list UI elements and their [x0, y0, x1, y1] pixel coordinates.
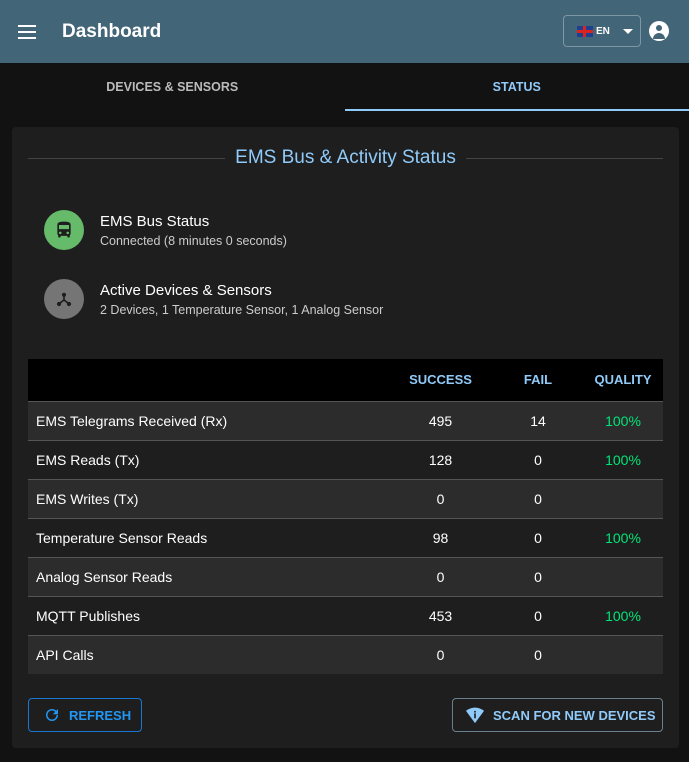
success-count: 0	[388, 478, 493, 518]
row-label: EMS Telegrams Received (Rx)	[28, 400, 388, 440]
card-title: EMS Bus & Activity Status	[28, 147, 663, 169]
refresh-icon	[46, 709, 58, 721]
table-row: Temperature Sensor Reads 98 0 100%	[28, 517, 663, 557]
language-select[interactable]: EN	[563, 15, 641, 47]
active-devices-value: 2 Devices, 1 Temperature Sensor, 1 Analo…	[100, 302, 384, 317]
refresh-label: REFRESH	[69, 707, 132, 723]
wifi-info-icon	[466, 707, 484, 724]
success-count: 453	[388, 595, 493, 635]
scan-label: SCAN FOR NEW DEVICES	[493, 707, 656, 723]
quality-value	[583, 556, 663, 596]
success-count: 98	[388, 517, 493, 557]
language-label: EN	[596, 25, 610, 37]
fail-count: 0	[493, 556, 583, 596]
status-card: EMS Bus & Activity Status EMS Bus Status…	[12, 127, 679, 748]
quality-value: 100%	[583, 400, 663, 440]
fail-count: 0	[493, 478, 583, 518]
fail-count: 0	[493, 439, 583, 479]
row-label: EMS Reads (Tx)	[28, 439, 388, 479]
tab-status[interactable]: STATUS	[344, 63, 689, 111]
account-icon[interactable]	[649, 21, 669, 41]
col-header-name	[28, 359, 388, 401]
device-hub-icon	[44, 279, 84, 319]
ems-bus-status: EMS Bus Status Connected (8 minutes 0 se…	[44, 210, 287, 250]
col-header-fail: FAIL	[493, 359, 583, 401]
bus-status-value: Connected (8 minutes 0 seconds)	[100, 233, 287, 248]
chevron-down-icon	[622, 28, 633, 34]
bus-status-title: EMS Bus Status	[100, 212, 210, 230]
quality-value	[583, 478, 663, 518]
success-count: 0	[388, 634, 493, 674]
table-row: EMS Telegrams Received (Rx) 495 14 100%	[28, 400, 663, 440]
page-title: Dashboard	[62, 20, 162, 42]
quality-value: 100%	[583, 517, 663, 557]
table-row: EMS Reads (Tx) 128 0 100%	[28, 439, 663, 479]
table-row: API Calls 0 0	[28, 634, 663, 674]
active-devices-title: Active Devices & Sensors	[100, 281, 272, 299]
quality-value: 100%	[583, 439, 663, 479]
uk-flag-icon	[577, 25, 593, 37]
row-label: Analog Sensor Reads	[28, 556, 388, 596]
table-row: Analog Sensor Reads 0 0	[28, 556, 663, 596]
table-row: EMS Writes (Tx) 0 0	[28, 478, 663, 518]
fail-count: 0	[493, 595, 583, 635]
app-bar: Dashboard EN	[0, 0, 689, 63]
quality-value	[583, 634, 663, 674]
success-count: 128	[388, 439, 493, 479]
fail-count: 0	[493, 634, 583, 674]
row-label: API Calls	[28, 634, 388, 674]
tab-devices-sensors[interactable]: DEVICES & SENSORS	[106, 80, 239, 94]
active-devices: Active Devices & Sensors 2 Devices, 1 Te…	[44, 279, 383, 319]
stats-table: SUCCESS FAIL QUALITY EMS Telegrams Recei…	[28, 359, 663, 674]
quality-value: 100%	[583, 595, 663, 635]
row-label: EMS Writes (Tx)	[28, 478, 388, 518]
success-count: 495	[388, 400, 493, 440]
table-row: MQTT Publishes 453 0 100%	[28, 595, 663, 635]
fail-count: 14	[493, 400, 583, 440]
success-count: 0	[388, 556, 493, 596]
scan-devices-button[interactable]: SCAN FOR NEW DEVICES	[452, 698, 663, 732]
bus-icon	[44, 210, 84, 250]
col-header-success: SUCCESS	[388, 359, 493, 401]
menu-icon[interactable]	[18, 24, 36, 39]
refresh-button[interactable]: REFRESH	[28, 698, 142, 732]
col-header-quality: QUALITY	[583, 359, 663, 401]
tab-bar: DEVICES & SENSORS STATUS	[0, 63, 689, 111]
row-label: Temperature Sensor Reads	[28, 517, 388, 557]
row-label: MQTT Publishes	[28, 595, 388, 635]
fail-count: 0	[493, 517, 583, 557]
